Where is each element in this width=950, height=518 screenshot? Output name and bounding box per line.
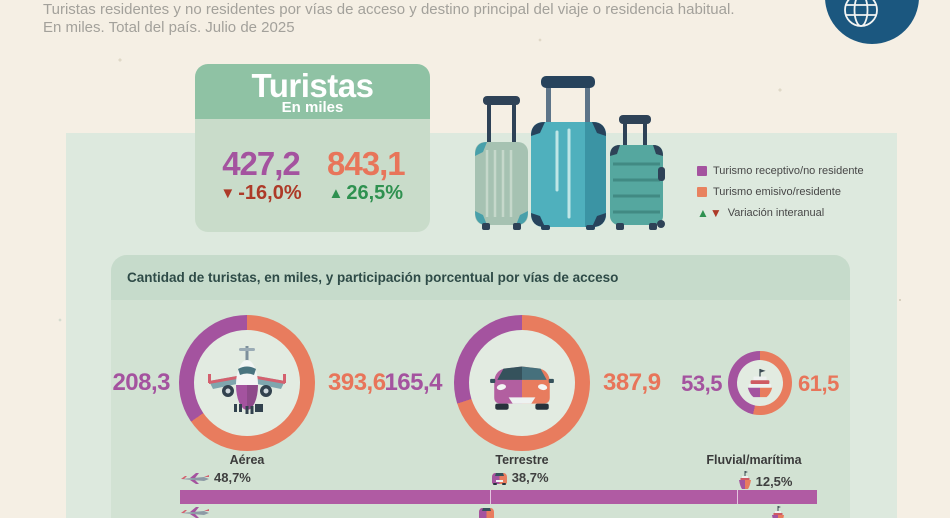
down-triangle-icon: ▼: [709, 206, 722, 220]
summary-card-subtitle: En miles: [281, 99, 344, 116]
legend: Turismo receptivo/no residente Turismo e…: [697, 165, 864, 228]
emissive-share-markers: [180, 506, 818, 518]
marker-terrestre: [478, 506, 495, 518]
share-value: 12,5%: [755, 474, 793, 489]
luggage-illustration-icon: [465, 72, 670, 235]
page-subtitle: En miles. Total del país. Julio de 2025: [43, 18, 295, 36]
up-triangle-icon: ▲: [697, 206, 709, 220]
terrestre-label: Terrestre: [495, 453, 549, 467]
bar-segment-terrestre: [490, 490, 738, 504]
legend-item-variation: ▲ ▼ Variación interanual: [697, 207, 864, 219]
fluvial-emissive-value: 61,5: [798, 371, 839, 396]
receptive-share-markers: 48,7% 38,7% 12,5%: [180, 471, 818, 489]
car-front-icon: [478, 508, 494, 518]
marker-aerea: 48,7%: [180, 471, 251, 485]
summary-card-header: Turistas En miles: [195, 64, 430, 119]
car-front-icon: [491, 473, 507, 485]
receptive-total: 427,2: [222, 144, 301, 182]
airplane-side-icon: [181, 473, 209, 484]
car-front-icon: [490, 366, 554, 410]
receptive-variation: -16,0%: [238, 181, 302, 204]
legend-label: Variación interanual: [727, 207, 825, 219]
airplane-front-icon: [208, 346, 286, 414]
share-value: 48,7%: [214, 470, 251, 485]
marker-aerea: [180, 506, 210, 518]
donut-chart-terrestre: [454, 315, 590, 451]
receptive-stacked-bar: [180, 490, 818, 504]
legend-item-emissive: Turismo emisivo/residente: [697, 186, 864, 198]
airplane-side-icon: [181, 507, 209, 518]
share-value: 38,7%: [511, 470, 549, 485]
donut-hole: [194, 330, 300, 436]
legend-label: Turismo emisivo/residente: [713, 186, 841, 198]
fluvial-receptive-value: 53,5: [681, 371, 722, 396]
purple-swatch-icon: [697, 166, 707, 176]
ship-icon: [747, 368, 773, 398]
marker-terrestre: 38,7%: [491, 471, 549, 485]
summary-card-title: Turistas: [251, 67, 374, 104]
emissive-stat: 843,1 ▲ 26,5%: [327, 144, 406, 205]
donut-hole: [469, 330, 575, 436]
donut-chart-aerea: [179, 315, 315, 451]
travel-globe-badge-icon: [825, 0, 919, 44]
aerea-label: Aérea: [229, 453, 265, 467]
aerea-receptive-value: 208,3: [112, 369, 170, 396]
bar-segment-aerea: [180, 490, 491, 504]
ship-icon: [772, 506, 785, 518]
access-panel-title: Cantidad de turistas, en miles, y partic…: [111, 255, 850, 300]
summary-card-body: 427,2 ▼ -16,0% 843,1 ▲ 26,5%: [195, 119, 430, 232]
page-title: Turistas residentes y no residentes por …: [43, 1, 735, 18]
marker-fluvial: [771, 506, 785, 518]
ship-icon: [738, 471, 751, 489]
summary-card: Turistas En miles 427,2 ▼ -16,0% 843,1 ▲…: [195, 64, 430, 232]
marker-fluvial: 12,5%: [738, 471, 793, 489]
receptive-stat: 427,2 ▼ -16,0%: [220, 144, 302, 205]
fluvial-label: Fluvial/marítima: [706, 453, 802, 467]
page-header: Turistas residentes y no residentes por …: [43, 1, 735, 36]
up-triangle-icon: ▲: [328, 184, 344, 202]
bar-segment-fluvial: [737, 490, 818, 504]
emissive-total: 843,1: [327, 144, 406, 182]
down-triangle-icon: ▼: [220, 184, 236, 202]
donut-chart-fluvial: [728, 351, 792, 415]
legend-label: Turismo receptivo/no residente: [713, 165, 864, 177]
orange-swatch-icon: [697, 187, 707, 197]
emissive-variation: 26,5%: [346, 181, 404, 204]
legend-item-receptive: Turismo receptivo/no residente: [697, 165, 864, 177]
donut-hole: [737, 360, 783, 406]
terrestre-receptive-value: 165,4: [384, 369, 442, 396]
